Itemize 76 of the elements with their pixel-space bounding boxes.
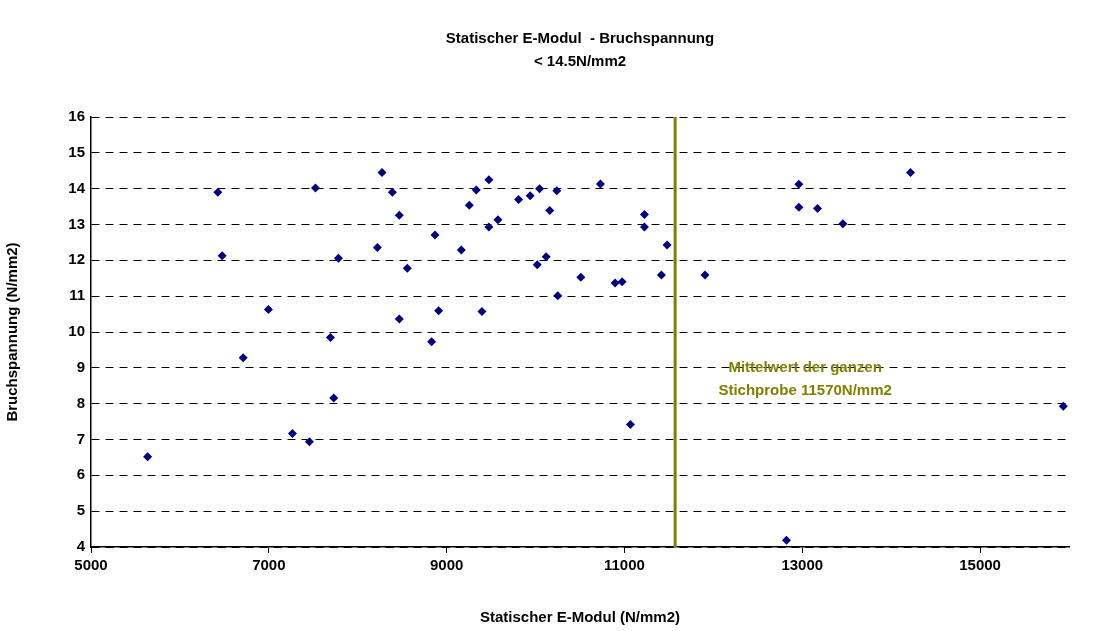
point [484, 222, 494, 232]
point [576, 272, 586, 282]
point [377, 168, 387, 178]
point [493, 215, 503, 225]
x-tick-label: 5000 [74, 556, 108, 574]
point [532, 260, 542, 270]
point [700, 270, 710, 280]
point [477, 307, 487, 317]
point [514, 194, 524, 204]
point [333, 253, 343, 263]
point [304, 437, 314, 447]
y-tick-label: 6 [76, 465, 85, 483]
y-tick-label: 7 [76, 429, 85, 447]
y-tick-label: 15 [68, 142, 85, 160]
point [535, 184, 545, 194]
point [545, 206, 555, 216]
y-tick-label: 5 [76, 501, 85, 519]
point [427, 337, 437, 347]
point [656, 270, 666, 280]
x-axis-title: Statischer E-Modul (N/mm2) [479, 608, 681, 626]
y-tick-label: 10 [68, 322, 85, 340]
point [794, 179, 804, 189]
point [812, 203, 822, 213]
point [394, 314, 404, 324]
point [387, 187, 397, 197]
y-tick-label: 11 [69, 286, 85, 304]
point [238, 353, 248, 363]
point [394, 210, 404, 220]
point [456, 245, 466, 255]
point [402, 263, 412, 273]
point [525, 191, 535, 201]
x-tick-label: 11000 [604, 556, 645, 574]
point [838, 219, 848, 229]
point [595, 179, 605, 189]
y-tick-label: 4 [76, 537, 86, 555]
point [287, 428, 297, 438]
ref-line-label: Mittelwert der ganzen Stichprobe 11570N/mm2 [718, 357, 892, 398]
y-tick-label: 12 [68, 250, 85, 268]
point [1058, 401, 1068, 411]
y-tick-label: 14 [68, 178, 86, 196]
point [905, 168, 915, 178]
point [617, 277, 627, 287]
point [794, 202, 804, 212]
y-tick-label: 13 [68, 214, 85, 232]
point [434, 306, 444, 316]
point [781, 535, 791, 545]
y-tick-label: 8 [76, 393, 85, 411]
point [372, 242, 382, 252]
point [639, 222, 649, 232]
point [329, 393, 339, 403]
point [217, 251, 227, 261]
point [553, 291, 563, 301]
point [625, 419, 635, 429]
point [143, 452, 153, 462]
point [471, 185, 481, 195]
point [639, 209, 649, 219]
point [552, 186, 562, 196]
point [213, 187, 223, 197]
point [541, 252, 551, 262]
y-tick-label: 9 [76, 357, 85, 375]
y-axis-title: Bruchspannung (N/mm2) [3, 242, 21, 422]
point [610, 278, 620, 288]
point [662, 240, 672, 250]
x-tick-label: 7000 [252, 556, 286, 574]
x-tick-label: 15000 [959, 556, 1001, 574]
point [325, 332, 335, 342]
point [430, 230, 440, 240]
point [484, 175, 494, 185]
point [311, 183, 320, 193]
point [263, 304, 273, 314]
point [464, 200, 474, 210]
chart-title: Statischer E-Modul - Bruchspannung [445, 29, 715, 47]
y-tick-label: 16 [68, 107, 85, 125]
x-tick-label: 9000 [429, 556, 464, 574]
chart-subtitle: < 14.5N/mm2 [533, 52, 627, 70]
x-tick-label: 13000 [781, 556, 824, 574]
